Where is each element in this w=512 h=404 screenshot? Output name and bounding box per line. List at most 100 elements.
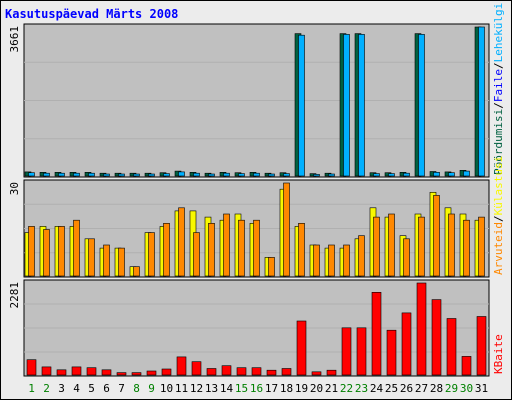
bar-bandwidth-kbaite-day-27 [416,282,427,376]
day-label-31: 31 [475,382,488,395]
legend-entry: Pöördumisi [492,109,505,175]
bar-visits-arvuteid-day-2 [43,229,50,277]
bar-files-faile-day-5 [88,172,95,177]
day-label-8: 8 [133,382,140,395]
bar-bandwidth-kbaite-day-17 [266,369,277,376]
bar-visits-arvuteid-day-5 [88,238,95,277]
panel-visits: 30 Arvuteid/Külastusi [8,156,505,278]
bar-bandwidth-kbaite-day-25 [386,329,397,376]
bar-bandwidth-kbaite-day-20 [311,371,322,376]
legend-entry: Lehekülgi [492,3,505,63]
bar-files-faile-day-20 [313,174,320,177]
bar-bandwidth-kbaite-day-9 [146,370,157,376]
bar-files-faile-day-12 [193,172,200,177]
day-label-18: 18 [280,382,293,395]
bar-bandwidth-kbaite-day-7 [116,372,127,376]
bar-visits-arvuteid-day-28 [433,195,440,277]
day-label-5: 5 [88,382,95,395]
bar-bandwidth-kbaite-day-1 [26,359,37,376]
bar-files-faile-day-14 [223,172,230,177]
bar-bandwidth-kbaite-day-31 [476,316,487,376]
legend-entry: / [492,215,505,222]
bar-visits-arvuteid-day-30 [463,219,470,277]
bar-bandwidth-kbaite-day-28 [431,299,442,376]
bar-bandwidth-kbaite-day-26 [401,312,412,376]
bar-files-faile-day-9 [148,173,155,177]
day-labels: 1 2 3 4 5 6 7 8 9 10 11 12 13 14 15 16 17 18 19 20 21 22 23 24 2… [28,382,488,395]
bar-visits-arvuteid-day-14 [223,213,230,277]
legend-entry: / [492,62,505,69]
bar-files-faile-day-19 [298,34,305,177]
day-label-17: 17 [265,382,278,395]
bar-visits-arvuteid-day-20 [313,244,320,277]
bar-files-faile-day-18 [283,173,290,177]
bar-visits-arvuteid-day-15 [238,219,245,277]
day-label-28: 28 [430,382,443,395]
bar-visits-arvuteid-day-23 [358,235,365,277]
bar-files-faile-day-29 [448,172,455,177]
bar-visits-arvuteid-day-29 [448,213,455,277]
bar-visits-arvuteid-day-9 [148,232,155,277]
bar-visits-arvuteid-day-3 [58,226,65,277]
day-label-22: 22 [340,382,353,395]
bar-visits-arvuteid-day-18 [283,182,290,277]
bar-bandwidth-kbaite-day-5 [86,367,97,376]
bar-visits-arvuteid-day-7 [118,247,125,277]
day-label-14: 14 [220,382,234,395]
bar-files-faile-day-17 [268,173,275,177]
legend-entry: Külastusi [492,156,505,216]
legend-visits: Arvuteid/Külastusi [492,156,505,275]
legend-entry: / [492,102,505,109]
bar-visits-arvuteid-day-13 [208,223,215,277]
bar-files-faile-day-24 [373,173,380,177]
chart-title: Kasutuspäevad Märts 2008 [5,7,178,21]
bar-bandwidth-kbaite-day-12 [191,361,202,376]
panel-bandwidth: 2281 KBaite [8,279,505,377]
bar-visits-arvuteid-day-27 [418,216,425,277]
legend-bandwidth: KBaite [492,334,505,374]
bar-files-faile-day-1 [28,172,35,177]
bar-files-faile-day-4 [73,172,80,177]
bar-visits-arvuteid-day-26 [403,238,410,277]
bar-visits-arvuteid-day-8 [133,266,140,277]
bar-files-faile-day-28 [433,172,440,177]
bar-files-faile-day-27 [418,34,425,177]
bar-visits-arvuteid-day-12 [193,232,200,277]
day-label-12: 12 [190,382,203,395]
day-label-16: 16 [250,382,263,395]
bar-bandwidth-kbaite-day-4 [71,366,82,376]
bar-files-faile-day-6 [103,173,110,177]
bar-bandwidth-kbaite-day-18 [281,368,292,376]
bar-files-faile-day-26 [403,172,410,177]
bar-visits-arvuteid-day-6 [103,244,110,277]
bar-files-faile-day-22 [343,34,350,177]
y-max-label-files: 3661 [8,26,21,53]
legend-entry: Faile [492,69,505,102]
bar-files-faile-day-10 [163,173,170,177]
day-label-23: 23 [355,382,368,395]
bar-visits-arvuteid-day-4 [73,219,80,277]
legend-files: Pöördumisi/Faile/Lehekülgi [492,3,505,175]
day-label-3: 3 [58,382,65,395]
bar-visits-arvuteid-day-17 [268,257,275,277]
day-label-20: 20 [310,382,323,395]
day-label-25: 25 [385,382,398,395]
bar-visits-arvuteid-day-24 [373,216,380,277]
bar-bandwidth-kbaite-day-2 [41,366,52,376]
bar-bandwidth-kbaite-day-15 [236,367,247,376]
legend-entry: Arvuteid [492,222,505,275]
bar-bandwidth-kbaite-day-22 [341,327,352,376]
chart-panels: 3661Pöördumisi/Faile/Lehekülgi30Arvuteid… [8,3,505,377]
bar-bandwidth-kbaite-day-8 [131,372,142,376]
day-label-11: 11 [175,382,188,395]
bar-files-faile-day-11 [178,171,185,177]
bar-visits-arvuteid-day-21 [328,244,335,277]
bar-bandwidth-kbaite-day-13 [206,368,217,376]
bar-bandwidth-kbaite-day-14 [221,365,232,376]
bar-files-faile-day-23 [358,34,365,177]
bar-files-faile-day-21 [328,173,335,177]
bar-bandwidth-kbaite-day-21 [326,369,337,376]
bar-files-faile-day-25 [388,173,395,177]
day-label-26: 26 [400,382,413,395]
